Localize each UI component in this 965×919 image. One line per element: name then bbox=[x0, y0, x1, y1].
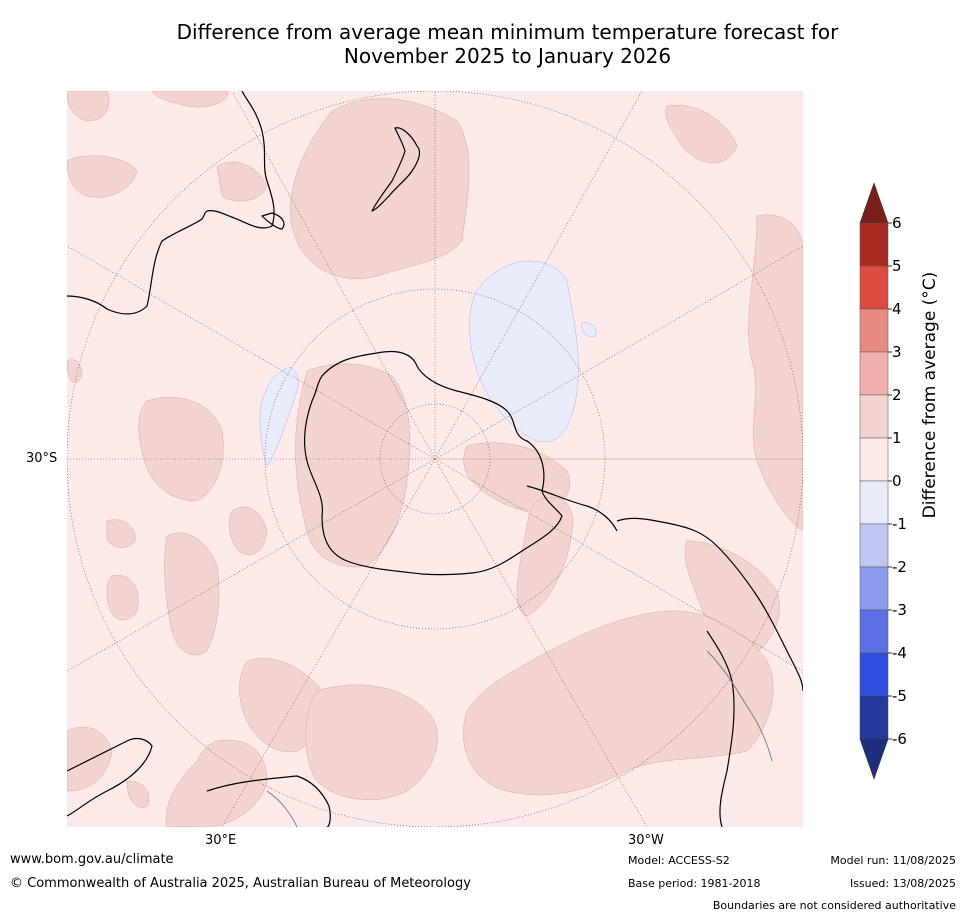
map-title: Difference from average mean minimum tem… bbox=[60, 20, 955, 68]
longitude-label-30e: 30°E bbox=[205, 833, 237, 848]
colorbar-tick-label: -6 bbox=[892, 730, 907, 748]
colorbar-tick-label: 5 bbox=[892, 257, 902, 275]
colorbar-tick-label: -1 bbox=[892, 515, 907, 533]
colorbar-tick-label: 1 bbox=[892, 429, 902, 447]
footer-issued: Issued: 13/08/2025 bbox=[849, 877, 956, 890]
colorbar-band bbox=[859, 222, 889, 267]
colorbar-tick-label: -3 bbox=[892, 601, 907, 619]
colorbar-extend-low bbox=[859, 738, 889, 780]
tasmania-coast bbox=[261, 212, 285, 230]
footer-copyright: © Commonwealth of Australia 2025, Austra… bbox=[10, 876, 471, 891]
colorbar-tick-label: 6 bbox=[892, 214, 902, 232]
title-line-1: Difference from average mean minimum tem… bbox=[176, 20, 839, 44]
colorbar-tick-label: 4 bbox=[892, 300, 902, 318]
colorbar: 6 5 4 3 2 1 0 -1 -2 -3 -4 -5 -6 Difference from aver… bbox=[859, 182, 940, 780]
footer-url[interactable]: www.bom.gov.au/climate bbox=[10, 852, 174, 867]
antarctica-coast bbox=[303, 350, 563, 576]
forecast-map bbox=[67, 91, 803, 827]
colorbar-band bbox=[859, 394, 889, 439]
footer-base-period: Base period: 1981-2018 bbox=[628, 877, 761, 890]
colorbar-segments bbox=[859, 182, 889, 780]
colorbar-tick-label: -2 bbox=[892, 558, 907, 576]
country-borders bbox=[266, 650, 773, 827]
footer-disclaimer: Boundaries are not considered authoritat… bbox=[712, 899, 956, 912]
latitude-label-30s: 30°S bbox=[26, 451, 58, 466]
footer-model-run: Model run: 11/08/2025 bbox=[830, 854, 956, 867]
colorbar-label: Difference from average (°C) bbox=[920, 272, 940, 519]
colorbar-band bbox=[859, 652, 889, 697]
colorbar-extend-high bbox=[859, 182, 889, 224]
colorbar-band bbox=[859, 265, 889, 310]
warm-anomaly-regions bbox=[67, 91, 803, 827]
new-zealand-coast bbox=[371, 127, 421, 212]
colorbar-band bbox=[859, 695, 889, 740]
colorbar-band bbox=[859, 308, 889, 353]
colorbar-tick-label: 2 bbox=[892, 386, 902, 404]
cool-anomaly-regions bbox=[259, 260, 597, 467]
colorbar-band bbox=[859, 523, 889, 568]
longitude-label-30w: 30°W bbox=[628, 833, 664, 848]
south-america-coast bbox=[616, 517, 803, 692]
colorbar-tick-label: 0 bbox=[892, 472, 902, 490]
south-america-inner-coast bbox=[706, 630, 735, 827]
title-line-2: November 2025 to January 2026 bbox=[343, 44, 672, 68]
colorbar-tick-label: -5 bbox=[892, 687, 907, 705]
antarctic-peninsula-coast bbox=[526, 485, 618, 532]
coastlines bbox=[67, 91, 803, 827]
colorbar-tick-label: -4 bbox=[892, 644, 907, 662]
colorbar-band bbox=[859, 351, 889, 396]
colorbar-band bbox=[859, 437, 889, 482]
africa-coast bbox=[67, 737, 153, 817]
colorbar-tick-label: 3 bbox=[892, 343, 902, 361]
madagascar-coast bbox=[206, 775, 331, 827]
colorbar-band bbox=[859, 566, 889, 611]
footer-model: Model: ACCESS-S2 bbox=[628, 854, 730, 867]
colorbar-band bbox=[859, 480, 889, 525]
colorbar-ticks: 6 5 4 3 2 1 0 -1 -2 -3 -4 -5 -6 bbox=[888, 214, 907, 748]
colorbar-band bbox=[859, 609, 889, 654]
australia-coast bbox=[67, 91, 275, 315]
